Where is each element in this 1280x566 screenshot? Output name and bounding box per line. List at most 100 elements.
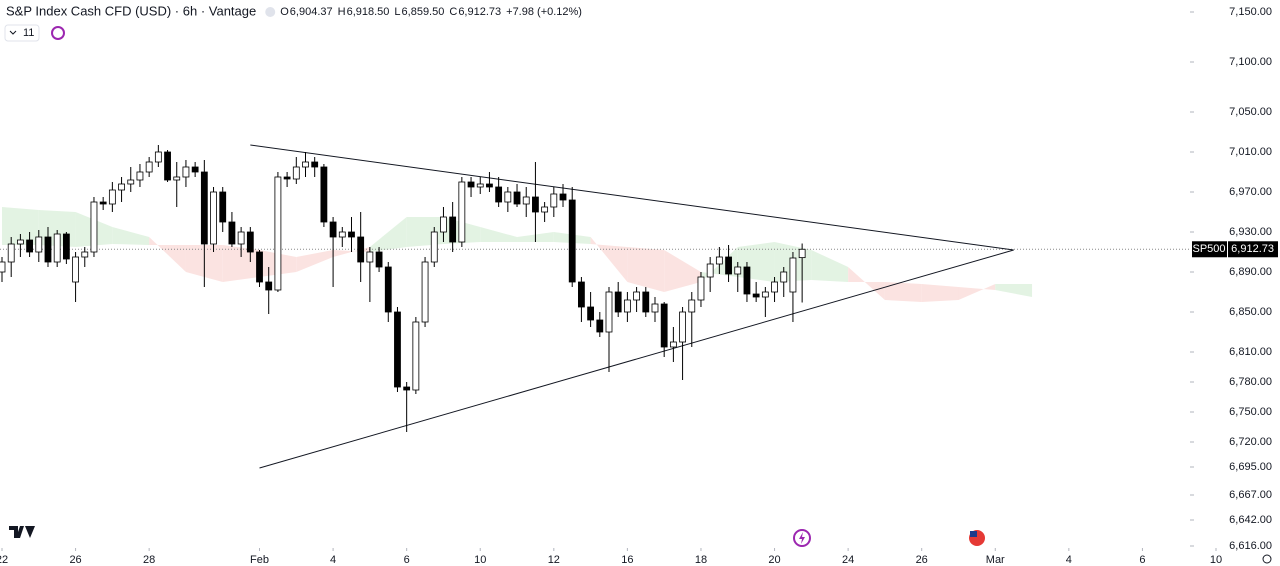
x-tick-label: 4 (330, 554, 336, 566)
candle-body (771, 281, 778, 293)
candle-body (476, 183, 484, 188)
candle-body (320, 166, 328, 223)
indicator-toggle[interactable] (4, 24, 40, 42)
candle-body (412, 321, 420, 391)
sync-icon[interactable] (51, 26, 65, 40)
candle-body (633, 291, 640, 301)
candle-body (568, 199, 576, 283)
candle-body (99, 201, 107, 205)
cloud-segment (369, 217, 407, 252)
candle-body (118, 183, 125, 191)
candle-body (559, 193, 567, 201)
candle-body (550, 193, 558, 208)
cloud-segment (921, 284, 959, 302)
candle-body (256, 251, 263, 283)
cloud-segment (627, 247, 665, 292)
candle-body (26, 239, 33, 253)
y-tick-label: 6,642.00 (1229, 514, 1272, 526)
candle-body (90, 201, 98, 253)
chevron-icon (9, 30, 17, 35)
candle-body (651, 303, 659, 313)
candle-body (274, 176, 282, 291)
cloud-segment (112, 227, 150, 245)
candle-body (164, 151, 171, 181)
y-tick-label: 6,890.00 (1229, 266, 1272, 278)
candle-body (734, 266, 742, 275)
cloud-segment (149, 237, 186, 272)
candle-body (136, 171, 144, 181)
candle-body (81, 251, 89, 258)
candle-body (53, 233, 61, 263)
ohlc-value: 6,912.73 (458, 6, 501, 18)
candle-body (421, 261, 429, 323)
y-tick-label: 6,695.00 (1229, 461, 1272, 473)
candle-body (669, 341, 677, 348)
candle-body (596, 319, 604, 333)
y-tick-label: 6,810.00 (1229, 346, 1272, 358)
last-price-tag: 6,912.73 (1231, 243, 1274, 255)
x-tick-label: Mar (986, 554, 1005, 566)
cloud-segment (480, 227, 518, 242)
cloud-segment (590, 237, 628, 282)
y-tick-label: 6,616.00 (1229, 540, 1272, 552)
candle-body (237, 231, 245, 245)
x-tick-label: 10 (474, 554, 486, 566)
cloud-segment (664, 250, 701, 292)
candle-body (578, 281, 585, 308)
candle-body (798, 248, 806, 259)
ohlc-legend: O 6,904.37 H 6,918.50 L 6,859.50 C 6,912.73 +7.9… (265, 6, 582, 18)
x-tick-label: 24 (842, 554, 854, 566)
candle-body (384, 266, 392, 313)
candle-body (458, 181, 466, 243)
candle-body (228, 221, 236, 245)
candle-body (660, 303, 668, 348)
symbol-tag-bg (1192, 241, 1227, 258)
candle-body (127, 179, 135, 185)
y-tick-label: 6,780.00 (1229, 376, 1272, 388)
logo (9, 526, 35, 538)
y-tick-label: 6,750.00 (1229, 406, 1272, 418)
candle-body (0, 261, 6, 273)
cloud-segment (737, 242, 775, 282)
candle-body (182, 166, 190, 178)
ohlc-key: O (280, 6, 289, 18)
ohlc-value: 6,904.37 (290, 6, 333, 18)
x-tick-label: 20 (768, 554, 780, 566)
candle-body (430, 231, 438, 263)
candle-body (16, 239, 24, 245)
y-tick-label: 6,667.00 (1229, 489, 1272, 501)
candle-body (35, 236, 43, 253)
candle-body (265, 281, 273, 291)
candle-body (587, 306, 595, 321)
y-tick-label: 6,930.00 (1229, 226, 1272, 238)
x-tick-label: 12 (548, 554, 560, 566)
candle-body (302, 161, 309, 168)
candle-body (338, 231, 346, 238)
candle-body (495, 186, 503, 203)
candle-body (7, 243, 15, 263)
plot-area (0, 144, 1190, 469)
change: +7.98 (+0.12%) (506, 6, 582, 18)
x-tick-label: 18 (695, 554, 707, 566)
x-tick-label: 28 (143, 554, 155, 566)
ohlc-key: C (449, 6, 457, 18)
candle-body (246, 231, 254, 253)
candle-body (780, 271, 788, 283)
cloud-segment (958, 284, 996, 300)
candle-body (311, 161, 319, 168)
x-tick-label: 26 (69, 554, 81, 566)
settings-icon[interactable] (1262, 554, 1272, 564)
candle-body (761, 291, 769, 298)
candle-body (706, 263, 714, 278)
candle-body (329, 221, 337, 238)
candle-body (623, 299, 631, 313)
x-tick-label: Feb (250, 554, 269, 566)
y-tick-label: 6,720.00 (1229, 436, 1272, 448)
cloud-segment (811, 250, 849, 282)
candle-body (449, 216, 457, 243)
symbol-tag: SP500 (1192, 243, 1225, 255)
chart-title: S&P Index Cash CFD (USD) · 6h · Vantage (6, 3, 256, 18)
axes: 7,150.00 7,100.00 7,050.00 7,010.00 6,970.00… (0, 6, 1278, 566)
candle-body (440, 216, 447, 233)
